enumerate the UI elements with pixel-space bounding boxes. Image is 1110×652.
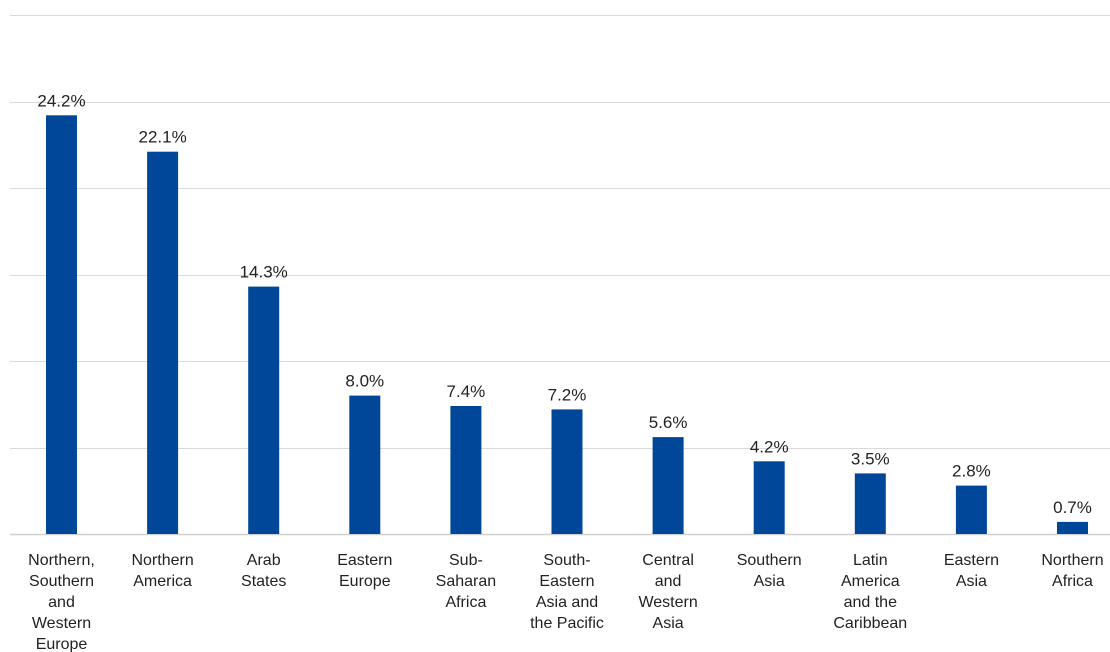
value-label: 2.8%: [952, 462, 991, 481]
category-label-line: Northern: [131, 552, 193, 569]
category-label: Eastern Europe: [337, 552, 392, 590]
bar: [248, 286, 280, 534]
category-label-line: Africa: [445, 594, 486, 611]
category-label: Northern Africa: [1041, 552, 1103, 590]
category-label-line: Asia: [956, 573, 987, 590]
category-label-line: Asia: [653, 615, 684, 632]
category-label-line: Arab: [247, 552, 281, 569]
bar: [450, 406, 482, 534]
category-label: Southern Asia: [737, 552, 802, 590]
value-label: 5.6%: [649, 413, 688, 432]
value-label: 7.2%: [548, 385, 587, 404]
category-label-line: Eastern: [944, 552, 999, 569]
value-label: 4.2%: [750, 437, 789, 456]
value-label: 8.0%: [345, 372, 384, 391]
category-label: Sub- Saharan Africa: [436, 552, 497, 611]
category-label-line: Central: [642, 552, 694, 569]
category-label-line: and the: [844, 594, 897, 611]
value-label: 7.4%: [447, 382, 486, 401]
value-label: 24.2%: [37, 91, 85, 110]
value-labels: 24.2% 22.1% 14.3% 8.0% 7.4% 7.2% 5.6% 4.2% 3.5% 2…: [37, 91, 1091, 517]
category-label: South- Eastern Asia and the Pacific: [530, 552, 604, 632]
bar: [955, 485, 987, 534]
category-label-line: Asia: [754, 573, 785, 590]
category-label-line: Northern,: [28, 552, 95, 569]
bar: [753, 461, 785, 534]
category-label-line: America: [133, 573, 192, 590]
category-label: Northern, Southern and Western Europe: [28, 552, 95, 652]
category-label-line: Western: [32, 615, 91, 632]
category-label-line: America: [841, 573, 900, 590]
category-label-line: Eastern: [539, 573, 594, 590]
category-label-line: and: [48, 594, 75, 611]
category-label-line: Asia and: [536, 594, 598, 611]
value-label: 0.7%: [1053, 498, 1092, 517]
category-label-line: Europe: [36, 636, 88, 652]
category-label: Latin America and the Caribbean: [833, 552, 907, 632]
category-label-line: South-: [543, 552, 590, 569]
value-label: 14.3%: [240, 263, 288, 282]
category-label-line: Caribbean: [833, 615, 907, 632]
category-label-line: the Pacific: [530, 615, 604, 632]
category-label: Eastern Asia: [944, 552, 999, 590]
category-label: Central and Western Asia: [638, 552, 697, 632]
category-label-line: Northern: [1041, 552, 1103, 569]
category-label-line: Africa: [1052, 573, 1093, 590]
bar: [46, 115, 77, 535]
value-label: 22.1%: [138, 128, 186, 147]
gridlines: [10, 15, 1110, 536]
category-label-line: Europe: [339, 573, 391, 590]
category-label-line: Southern: [737, 552, 802, 569]
category-label-line: Western: [638, 594, 697, 611]
bar: [1057, 521, 1088, 534]
category-label: Northern America: [131, 552, 193, 590]
category-labels: Northern, Southern and Western EuropeNorther…: [28, 552, 1103, 652]
category-label-line: and: [655, 573, 682, 590]
category-label-line: Southern: [29, 573, 94, 590]
category-label-line: States: [241, 573, 286, 590]
bar: [854, 473, 886, 534]
bar: [349, 395, 381, 534]
bar: [652, 437, 684, 534]
value-label: 3.5%: [851, 449, 890, 468]
bars: [46, 115, 1088, 535]
bar: [551, 409, 583, 534]
category-label-line: Latin: [853, 552, 888, 569]
category-label-line: Sub-: [449, 552, 483, 569]
bar: [147, 151, 179, 534]
category-label-line: Saharan: [436, 573, 497, 590]
category-label-line: Eastern: [337, 552, 392, 569]
category-label: Arab States: [241, 552, 286, 590]
